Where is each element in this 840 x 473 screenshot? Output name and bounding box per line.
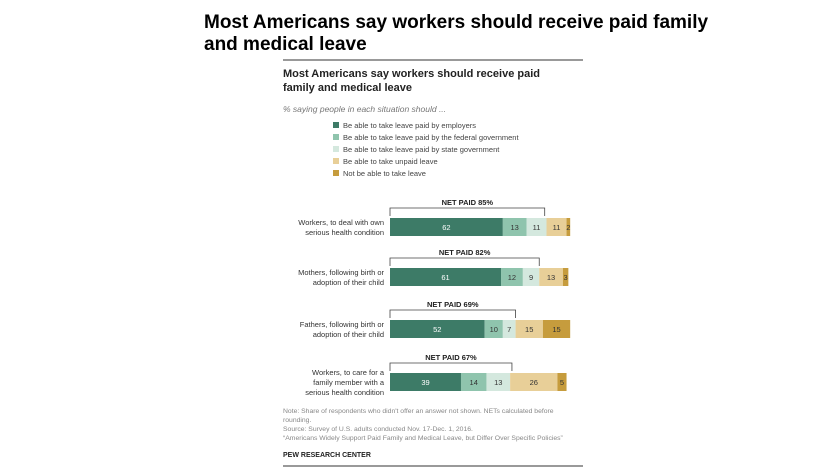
bar-segment — [390, 373, 461, 391]
chart-subtitle: % saying people in each situation should… — [283, 104, 446, 114]
bar-segment — [566, 218, 571, 236]
slide-title: Most Americans say workers should receiv… — [204, 12, 709, 55]
bar-segment — [542, 320, 571, 338]
chart-title: Most Americans say workers should receiv… — [283, 68, 540, 94]
bar-segment — [390, 268, 502, 286]
chart-bars: NET PAID 85% Workers, to deal with own ser… — [298, 198, 570, 397]
bar-segment — [390, 320, 485, 338]
bar-segment — [502, 320, 516, 338]
legend-swatch — [333, 170, 339, 176]
chart-notes: Note: Share of respondents who didn't of… — [283, 408, 564, 442]
bar-segment — [557, 373, 567, 391]
legend-label: Be able to take leave paid by employers — [343, 121, 476, 130]
bar-segment — [546, 218, 567, 236]
category-label: Mothers, following birth or adoption of t… — [298, 268, 384, 287]
bar-segment — [539, 268, 563, 286]
data-label: 15 — [525, 325, 533, 334]
chart-legend: Be able to take leave paid by employers B… — [333, 121, 519, 178]
data-label: 14 — [470, 378, 478, 387]
data-label: 13 — [547, 273, 555, 282]
legend-swatch — [333, 146, 339, 152]
legend-label: Be able to take leave paid by the federa… — [343, 133, 519, 142]
data-label: 11 — [533, 223, 541, 232]
note-line: Source: Survey of U.S. adults conducted … — [283, 426, 473, 433]
bar-segment — [460, 373, 487, 391]
net-label: NET PAID 85% — [442, 198, 494, 207]
net-bracket — [389, 309, 516, 318]
data-label: 2 — [566, 223, 570, 232]
data-label: 13 — [510, 223, 518, 232]
legend-swatch — [333, 158, 339, 164]
data-label: 10 — [490, 325, 498, 334]
data-label: 62 — [442, 223, 450, 232]
data-label: 61 — [441, 273, 449, 282]
bar-segment — [510, 373, 558, 391]
category-label: Fathers, following birth or adoption of t… — [300, 320, 385, 339]
net-bracket — [389, 257, 540, 266]
bar-segment — [515, 320, 543, 338]
note-line: “Americans Widely Support Paid Family an… — [283, 435, 564, 442]
bar-segment — [502, 218, 527, 236]
bar-segment — [501, 268, 523, 286]
net-bracket — [389, 207, 546, 216]
legend-label: Not be able to take leave — [343, 169, 426, 178]
bar-segment — [484, 320, 503, 338]
net-label: NET PAID 67% — [425, 353, 477, 362]
legend-swatch — [333, 122, 339, 128]
data-label: 13 — [494, 378, 502, 387]
category-label: Workers, to deal with own serious health … — [298, 218, 384, 237]
source-org: PEW RESEARCH CENTER — [283, 452, 371, 459]
bar-segment — [486, 373, 511, 391]
bar-segment — [562, 268, 569, 286]
data-label: 5 — [560, 378, 564, 387]
net-label: NET PAID 69% — [427, 300, 479, 309]
bar-segment — [526, 218, 547, 236]
category-label: Workers, to care for a family member with… — [305, 368, 385, 397]
data-label: 26 — [530, 378, 538, 387]
data-label: 15 — [552, 325, 560, 334]
data-label: 12 — [508, 273, 516, 282]
data-label: 7 — [507, 325, 511, 334]
bar-segment — [390, 218, 503, 236]
note-line: Note: Share of respondents who didn't of… — [283, 408, 554, 415]
bar-segment — [522, 268, 540, 286]
net-bracket — [389, 362, 513, 371]
data-label: 52 — [433, 325, 441, 334]
legend-label: Be able to take unpaid leave — [343, 157, 438, 166]
net-label: NET PAID 82% — [439, 248, 491, 257]
legend-swatch — [333, 134, 339, 140]
note-line: rounding. — [283, 417, 311, 424]
data-label: 39 — [421, 378, 429, 387]
data-label: 11 — [553, 223, 561, 232]
legend-label: Be able to take leave paid by state gove… — [343, 145, 500, 154]
data-label: 3 — [564, 273, 568, 282]
data-label: 9 — [529, 273, 533, 282]
